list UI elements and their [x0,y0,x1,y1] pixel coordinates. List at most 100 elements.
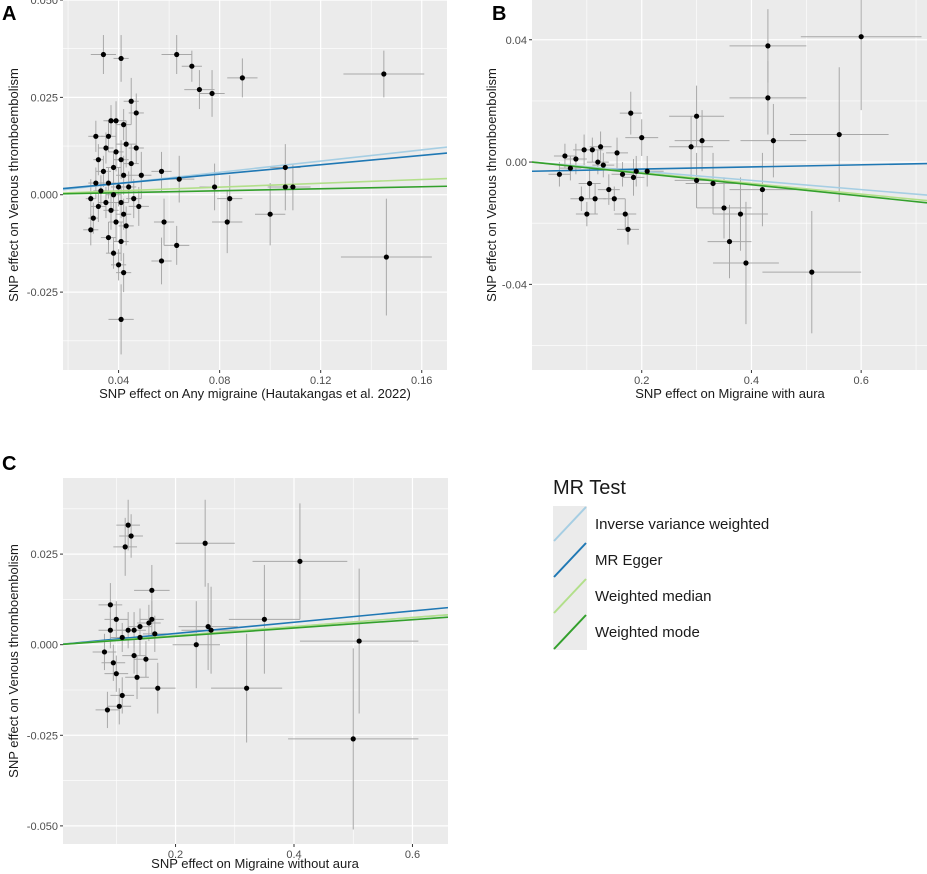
data-point [146,620,152,626]
data-point [143,656,149,662]
data-point [115,184,122,190]
data-point [584,211,590,217]
y-tick-label: -0.025 [27,730,58,742]
data-point [161,219,167,225]
data-point [383,254,389,260]
data-point [710,180,716,187]
data-point [128,98,134,104]
data-point [573,156,579,162]
y-tick-label: -0.050 [27,821,58,833]
legend-key-line [553,614,587,650]
data-point [644,168,650,174]
data-point [381,71,387,77]
regression-line-weighted-mode [63,616,448,646]
data-point [131,627,137,633]
data-point [619,171,626,177]
data-point [137,623,143,630]
data-point [770,138,776,144]
data-point [205,623,211,630]
legend: MR Test Inverse variance weighted MR Egge… [553,477,769,650]
data-point [836,131,842,138]
data-point [118,199,124,206]
data-point [208,627,214,633]
data-point [115,262,122,268]
data-point [628,110,634,116]
data-point [699,138,705,144]
data-point [149,587,155,593]
legend-key-line [553,506,587,542]
data-point [224,219,230,225]
data-point [611,196,617,202]
data-point [765,43,771,49]
data-point [721,205,727,211]
data-point [239,75,245,81]
data-point [174,242,180,248]
data-point [103,145,109,151]
data-point [121,172,127,178]
data-point [105,180,112,186]
x-tick-label: 0.04 [108,375,129,387]
regression-line-mr-egger [63,152,447,190]
plot-b: 0.2 0.4 0.6 -0.04 0.00 0.04 [502,0,927,387]
y-axis-title-c: SNP effect on Venous thromboembolism [6,544,21,778]
data-point [209,90,215,97]
data-point [100,51,107,58]
data-point [174,51,180,58]
data-point [123,223,129,229]
data-point [211,184,218,190]
data-point [95,203,101,210]
data-point [118,55,124,62]
data-point [176,176,182,182]
data-point [113,118,119,124]
data-point [110,250,117,256]
data-point [134,674,140,680]
y-tick-label: 0.025 [30,549,58,561]
legend-label: Weighted mode [595,624,700,641]
x-tick-label: 0.2 [168,849,183,861]
data-point [592,196,598,202]
data-point [587,180,593,187]
data-point [267,211,273,217]
data-point [290,184,296,190]
data-point [113,671,119,677]
data-point [118,316,124,322]
data-point [107,627,113,633]
data-point [121,270,127,276]
data-point [113,219,119,225]
plot-content-c [63,478,448,844]
data-point [688,144,694,150]
data-point [90,215,96,221]
data-point [149,616,155,622]
data-point [105,133,112,139]
data-point [110,164,117,171]
legend-item-weighted-median: Weighted median [553,578,711,614]
data-point [600,162,606,168]
data-point [606,186,612,193]
legend-title: MR Test [553,477,626,499]
data-point [261,616,267,622]
data-point [104,707,111,713]
data-point [858,34,864,40]
data-point [136,203,142,210]
data-point [110,192,117,198]
data-point [116,703,122,709]
data-point [107,602,113,608]
legend-label: Weighted median [595,588,711,605]
plot-content-a [63,0,447,370]
data-point [595,159,601,165]
data-point [113,149,119,155]
x-tick-label: 0.08 [209,375,230,387]
panel-letter-b: B [492,3,506,25]
data-point [244,685,250,691]
data-point [578,196,584,202]
x-axis-title-b: SNP effect on Migraine with aura [635,386,825,401]
data-point [88,227,94,233]
panel-b: B 0.2 0.4 0.6 -0.04 0.00 0.04 SNP effect on M… [484,0,927,401]
data-point [765,95,771,101]
data-point [693,177,700,184]
y-tick-label: 0.00 [506,157,527,169]
data-point [100,168,107,174]
data-point [93,133,99,139]
data-point [743,260,749,266]
